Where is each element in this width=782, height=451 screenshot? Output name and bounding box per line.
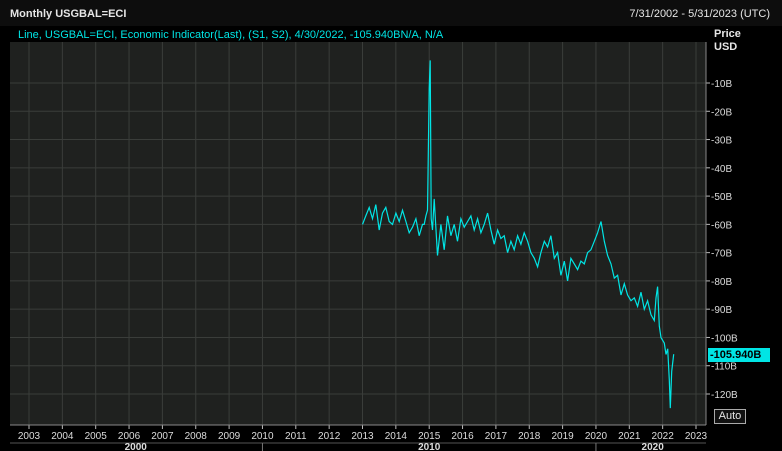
y-tick-label: -120B (711, 390, 738, 401)
x-tick-label: 2005 (85, 431, 108, 442)
x-tick-label: 2006 (118, 431, 141, 442)
decade-label: 2010 (418, 442, 441, 451)
x-tick-label: 2003 (18, 431, 41, 442)
y-tick-label: -90B (711, 305, 732, 316)
y-tick-label: -60B (711, 220, 732, 231)
y-tick-label: -40B (711, 164, 732, 175)
x-tick-label: 2020 (585, 431, 608, 442)
x-tick-label: 2007 (151, 431, 174, 442)
y-tick-label: -100B (711, 333, 738, 344)
y-tick-label: -20B (711, 107, 732, 118)
decade-label: 2000 (125, 442, 148, 451)
currency-label: USD (714, 41, 738, 53)
x-axis: 2003 2004 2005 2006 2007 2008 2009 2010 2011 2012… (10, 424, 708, 451)
chart-title: Monthly USGBAL=ECI (10, 8, 127, 20)
plot-area (10, 42, 706, 425)
date-range: 7/31/2002 - 5/31/2023 (UTC) (629, 8, 770, 20)
last-value-badge: -105.940B (708, 348, 770, 362)
gridlines (10, 42, 706, 425)
series-legend: Line, USGBAL=ECI, Economic Indicator(Las… (18, 29, 444, 41)
y-tick-label: -30B (711, 136, 732, 147)
series-line-path (361, 60, 675, 409)
x-tick-label: 2010 (251, 431, 274, 442)
x-tick-label: 2012 (318, 431, 341, 442)
y-tick-label: -50B (711, 192, 732, 203)
x-tick-label: 2019 (551, 431, 574, 442)
y-tick-label: -70B (711, 249, 732, 260)
y-axis-label: Price USD (714, 28, 741, 54)
auto-scale-button[interactable]: Auto (714, 409, 746, 424)
x-tick-label: 2021 (618, 431, 641, 442)
x-tick-label: 2022 (652, 431, 675, 442)
x-tick-label: 2017 (485, 431, 508, 442)
x-tick-label: 2016 (451, 431, 474, 442)
x-tick-label: 2004 (51, 431, 74, 442)
price-label: Price (714, 28, 741, 40)
y-axis: -10B -20B -30B -40B -50B -60B -70B -80B -90B -100… (705, 42, 738, 425)
x-tick-label: 2018 (518, 431, 541, 442)
x-tick-label: 2015 (418, 431, 441, 442)
y-tick-label: -110B (711, 362, 737, 373)
title-bar: Monthly USGBAL=ECI 7/31/2002 - 5/31/2023… (0, 0, 782, 26)
series-line (361, 60, 675, 409)
y-tick-label: -10B (711, 79, 732, 90)
x-tick-label: 2013 (351, 431, 374, 442)
x-tick-label: 2008 (185, 431, 208, 442)
x-tick-label: 2011 (285, 431, 307, 442)
decade-label: 2020 (642, 442, 665, 451)
x-tick-label: 2023 (685, 431, 708, 442)
x-tick-label: 2009 (218, 431, 241, 442)
x-tick-label: 2014 (385, 431, 408, 442)
y-tick-label: -80B (711, 277, 732, 288)
